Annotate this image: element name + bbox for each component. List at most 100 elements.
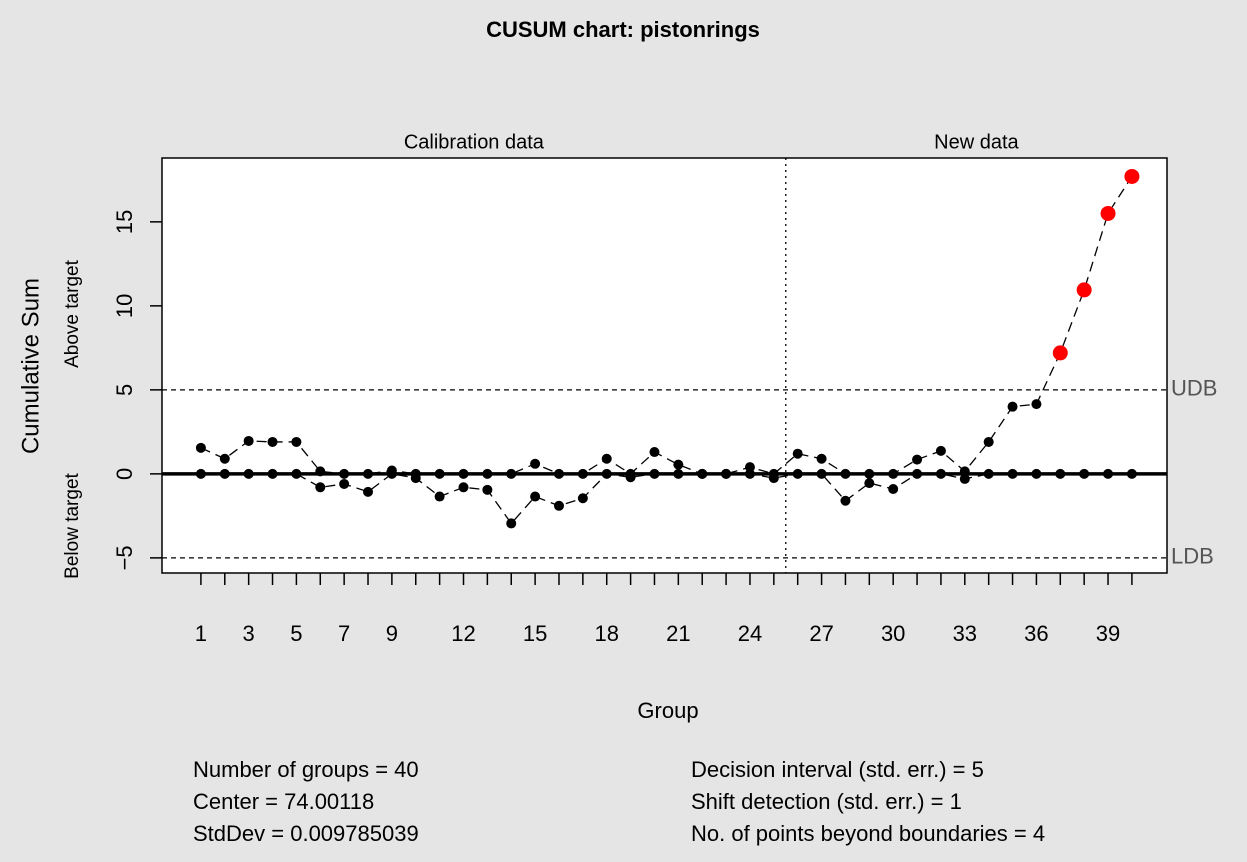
- cusum-point: [267, 468, 278, 479]
- cusum-point: [744, 468, 755, 479]
- cusum-point: [1103, 468, 1114, 479]
- cusum-point: [935, 445, 946, 456]
- y-tick-label: 10: [112, 294, 137, 318]
- cusum-point: [530, 491, 541, 502]
- x-tick-label: 12: [451, 621, 475, 646]
- cusum-point: [959, 466, 970, 477]
- cusum-point: [816, 453, 827, 464]
- cusum-point: [888, 483, 899, 494]
- cusum-point: [291, 436, 302, 447]
- x-tick-label: 24: [738, 621, 762, 646]
- summary-text: Decision interval (std. err.) = 5: [691, 757, 984, 782]
- cusum-point: [601, 453, 612, 464]
- cusum-point: [482, 484, 493, 495]
- summary-text: Shift detection (std. err.) = 1: [691, 789, 962, 814]
- cusum-point: [315, 466, 326, 477]
- x-tick-label: 33: [953, 621, 977, 646]
- cusum-point: [267, 436, 278, 447]
- cusum-point: [840, 468, 851, 479]
- cusum-point: [864, 478, 875, 489]
- cusum-point: [935, 468, 946, 479]
- cusum-point: [339, 468, 350, 479]
- cusum-point: [386, 468, 397, 479]
- side-label: Below target: [62, 472, 83, 578]
- boundary-label: LDB: [1171, 544, 1214, 569]
- x-tick-label: 1: [195, 621, 207, 646]
- y-tick-label: 15: [112, 210, 137, 234]
- cusum-point: [243, 468, 254, 479]
- cusum-point: [1007, 401, 1018, 412]
- cusum-point: [673, 459, 684, 470]
- cusum-point: [816, 468, 827, 479]
- chart-title: CUSUM chart: pistonrings: [486, 17, 760, 42]
- cusum-point: [1007, 468, 1018, 479]
- y-tick-label: −5: [112, 545, 137, 570]
- summary-text: Center = 74.00118: [193, 789, 374, 814]
- cusum-point: [410, 473, 421, 484]
- cusum-point: [219, 453, 230, 464]
- cusum-point: [983, 468, 994, 479]
- cusum-point: [363, 468, 374, 479]
- x-tick-label: 21: [666, 621, 690, 646]
- cusum-point: [792, 448, 803, 459]
- cusum-point: [243, 435, 254, 446]
- cusum-point: [482, 468, 493, 479]
- cusum-point: [553, 468, 564, 479]
- cusum-point: [792, 468, 803, 479]
- cusum-point: [1055, 468, 1066, 479]
- x-tick-label: 30: [881, 621, 905, 646]
- y-tick-label: 5: [112, 384, 137, 396]
- cusum-point: [363, 486, 374, 497]
- x-tick-label: 3: [243, 621, 255, 646]
- cusum-point: [1052, 345, 1068, 361]
- cusum-point: [697, 468, 708, 479]
- cusum-point: [434, 468, 445, 479]
- cusum-point: [1100, 205, 1116, 221]
- cusum-point: [888, 468, 899, 479]
- y-axis-label: Cumulative Sum: [17, 278, 44, 454]
- cusum-point: [506, 518, 517, 529]
- cusum-point: [649, 447, 660, 458]
- cusum-point: [506, 468, 517, 479]
- cusum-point: [1076, 282, 1092, 298]
- summary-text: No. of points beyond boundaries = 4: [691, 821, 1045, 846]
- x-tick-label: 9: [386, 621, 398, 646]
- cusum-point: [458, 468, 469, 479]
- section-label: New data: [934, 131, 1019, 153]
- cusum-point: [649, 468, 660, 479]
- cusum-point: [864, 468, 875, 479]
- cusum-point: [577, 468, 588, 479]
- cusum-point: [315, 482, 326, 493]
- x-tick-label: 5: [290, 621, 302, 646]
- cusum-point: [959, 473, 970, 484]
- cusum-point: [339, 478, 350, 489]
- cusum-point: [768, 473, 779, 484]
- x-tick-label: 7: [338, 621, 350, 646]
- cusum-point: [577, 493, 588, 504]
- cusum-line: [200, 473, 1132, 525]
- cusum-point: [553, 500, 564, 511]
- cusum-point: [673, 468, 684, 479]
- cusum-point: [840, 495, 851, 506]
- cusum-point: [195, 468, 206, 479]
- cusum-point: [1031, 468, 1042, 479]
- cusum-point: [195, 442, 206, 453]
- x-axis-label: Group: [637, 698, 698, 723]
- x-tick-label: 27: [809, 621, 833, 646]
- cusum-point: [458, 482, 469, 493]
- summary-text: Number of groups = 40: [193, 757, 419, 782]
- cusum-point: [1031, 399, 1042, 410]
- cusum-point: [1126, 468, 1137, 479]
- cusum-point: [625, 472, 636, 483]
- x-tick-label: 36: [1024, 621, 1048, 646]
- cusum-point: [434, 491, 445, 502]
- cusum-point: [912, 468, 923, 479]
- cusum-point: [721, 468, 732, 479]
- y-tick-label: 0: [112, 468, 137, 480]
- cusum-point: [530, 458, 541, 469]
- cusum-point: [601, 468, 612, 479]
- cusum-point: [291, 468, 302, 479]
- section-label: Calibration data: [404, 131, 545, 153]
- cusum-point: [983, 436, 994, 447]
